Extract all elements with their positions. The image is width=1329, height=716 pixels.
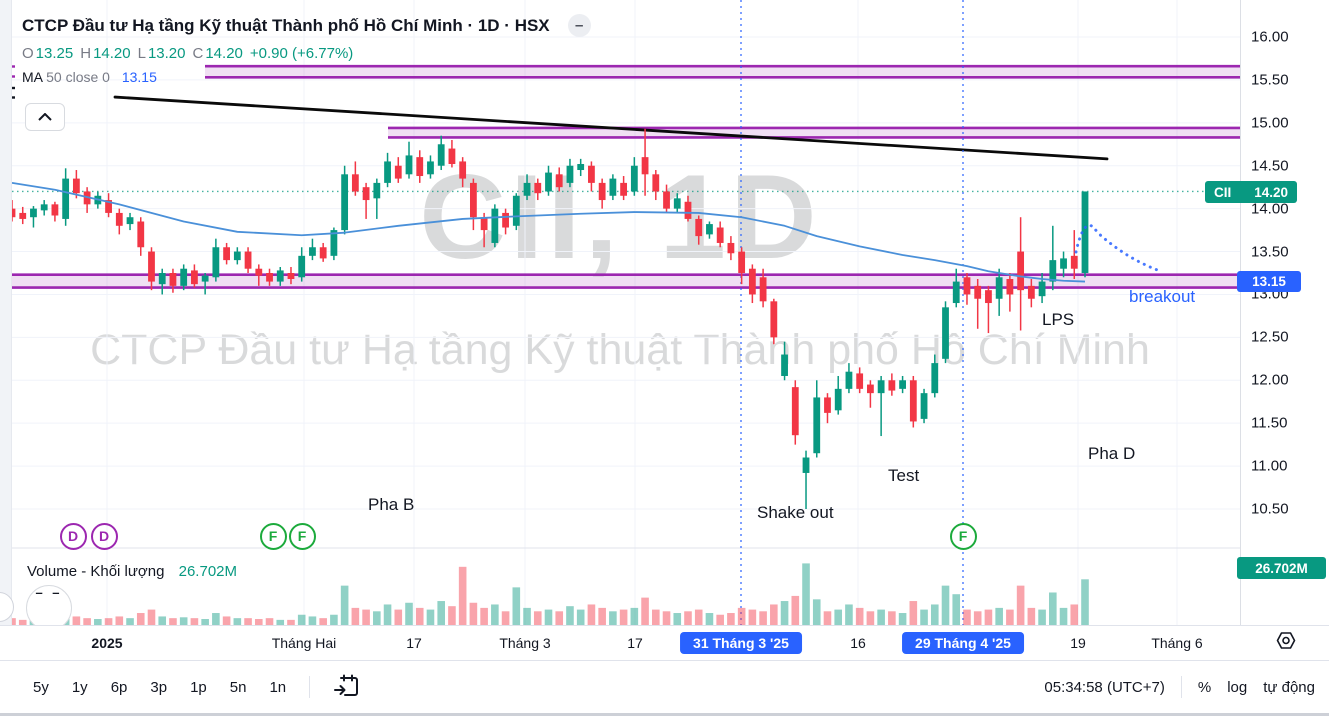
- trendline[interactable]: [113, 95, 1109, 161]
- price-axis-label: 11.00: [1251, 457, 1288, 475]
- collapse-pane-button[interactable]: [25, 103, 65, 131]
- annotation-pha-b[interactable]: Pha B: [368, 495, 415, 514]
- time-axis-date-badge: 31 Tháng 3 '25: [680, 632, 802, 654]
- auto-scale-button[interactable]: tự động: [1263, 678, 1315, 696]
- time-axis-label: 17: [406, 635, 422, 651]
- price-axis-label: 11.50: [1251, 414, 1288, 432]
- event-marker-f[interactable]: F: [949, 522, 977, 550]
- volume-badge: 26.702M: [1237, 557, 1326, 579]
- time-axis-label: Tháng 3: [499, 635, 551, 651]
- annotation-lps[interactable]: LPS: [1042, 310, 1075, 329]
- price-axis[interactable]: 16.00 15.50 15.00 14.50 14.00 13.50 13.00 12.50…: [1240, 0, 1329, 625]
- low-value: 13.20: [147, 45, 186, 62]
- event-marker-d[interactable]: D: [90, 522, 118, 550]
- volume-indicator-row[interactable]: Volume - Khối lượng 26.702M: [27, 563, 237, 580]
- range-button-1y[interactable]: 1y: [71, 678, 88, 696]
- event-marker-f[interactable]: F: [259, 522, 287, 550]
- ma-params: 50 close 0: [46, 69, 110, 85]
- ma-level-badge-value: 13.15: [1252, 274, 1286, 289]
- ma50-line[interactable]: [11, 182, 1086, 283]
- price-axis-label: 13.50: [1251, 243, 1289, 261]
- last-price-badge-symbol: CII: [1214, 184, 1232, 200]
- time-axis-label: 17: [627, 635, 643, 651]
- ma-label: MA: [22, 69, 43, 85]
- annotation-test[interactable]: Test: [888, 466, 920, 485]
- projection-arrow[interactable]: [1074, 223, 1162, 273]
- last-price-badge: CII 14.20: [1205, 181, 1297, 203]
- price-chart-canvas[interactable]: [0, 0, 1329, 660]
- time-axis-label: 19: [1070, 635, 1086, 651]
- price-axis-label: 12.50: [1251, 328, 1289, 346]
- last-price-badge-value: 14.20: [1254, 184, 1288, 200]
- price-axis-label: 14.50: [1251, 157, 1289, 175]
- ma-value: 13.15: [121, 69, 157, 85]
- calendar-go-to-date-icon[interactable]: [333, 674, 361, 700]
- high-value: 14.20: [93, 45, 131, 62]
- chart-legend: CTCP Đầu tư Hạ tầng Kỹ thuật Thành phố H…: [22, 14, 591, 85]
- bottom-toolbar: 5y 1y 6p 3p 1p 5n 1n 05:34:58 (UTC+7) % log tự…: [0, 660, 1329, 716]
- volume-label: Volume - Khối lượng: [27, 563, 165, 580]
- close-label: C: [192, 45, 204, 62]
- symbol-title-row[interactable]: CTCP Đầu tư Hạ tầng Kỹ thuật Thành phố H…: [22, 14, 591, 37]
- time-axis[interactable]: 2025 Tháng Hai 17 Tháng 3 17 31 Tháng 3 '25 16…: [0, 625, 1329, 660]
- range-buttons-group: 5y 1y 6p 3p 1p 5n 1n: [33, 674, 361, 700]
- price-axis-label: 14.00: [1251, 200, 1289, 218]
- volume-value: 26.702M: [178, 563, 237, 580]
- ohlc-row: O 13.25 H 14.20 L 13.20 C 14.20 +0.90 (+6.77%): [22, 45, 591, 62]
- toolbar-divider: [1180, 676, 1182, 698]
- range-button-5n[interactable]: 5n: [229, 678, 247, 696]
- annotation-breakout[interactable]: breakout: [1129, 287, 1196, 306]
- toolbar-right-group: 05:34:58 (UTC+7) % log tự động: [1044, 676, 1315, 698]
- candles: [8, 128, 1089, 509]
- event-marker-f[interactable]: F: [288, 522, 316, 550]
- log-scale-button[interactable]: log: [1227, 678, 1248, 696]
- price-axis-label: 10.50: [1251, 500, 1289, 518]
- hide-legend-dashes: – –: [35, 585, 63, 600]
- clock-label[interactable]: 05:34:58 (UTC+7): [1044, 678, 1165, 696]
- volume-badge-value: 26.702M: [1255, 560, 1308, 576]
- low-label: L: [137, 45, 146, 62]
- annotation-pha-d[interactable]: Pha D: [1088, 444, 1136, 463]
- event-marker-d[interactable]: D: [59, 522, 87, 550]
- range-button-1n[interactable]: 1n: [269, 678, 287, 696]
- event-date-lines[interactable]: [740, 0, 964, 625]
- price-axis-label: 16.00: [1251, 28, 1289, 46]
- price-axis-label: 15.00: [1251, 114, 1289, 132]
- percent-scale-button[interactable]: %: [1197, 678, 1212, 696]
- range-button-5y[interactable]: 5y: [33, 678, 49, 696]
- range-button-6p[interactable]: 6p: [110, 678, 128, 696]
- open-value: 13.25: [35, 45, 74, 62]
- chevron-up-icon: [38, 113, 52, 121]
- change-value: +0.90 (+6.77%): [249, 45, 354, 62]
- time-axis-label: Tháng 6: [1151, 635, 1203, 651]
- time-axis-date-badge: 29 Tháng 4 '25: [902, 632, 1024, 654]
- toolbar-divider: [309, 676, 311, 698]
- annotation-shake-out[interactable]: Shake out: [757, 503, 834, 522]
- company-watermark: CTCP Đầu tư Hạ tầng Kỹ thuật Thành phố H…: [90, 326, 1150, 374]
- collapse-legend-button[interactable]: –: [567, 14, 591, 37]
- open-label: O: [22, 45, 34, 62]
- price-axis-label: 15.50: [1251, 71, 1289, 89]
- range-button-1p[interactable]: 1p: [190, 678, 207, 696]
- volume-bars: [8, 563, 1089, 625]
- range-button-3p[interactable]: 3p: [150, 678, 168, 696]
- price-axis-label: 12.00: [1251, 371, 1289, 389]
- close-value: 14.20: [205, 45, 243, 62]
- hexagon-circle-icon[interactable]: [1275, 630, 1297, 657]
- grid-lines: [0, 0, 1329, 625]
- time-axis-label: Tháng Hai: [271, 635, 337, 651]
- supply-zones[interactable]: [0, 64, 1240, 289]
- ma-indicator-row[interactable]: MA 50 close 0 13.15: [22, 69, 591, 85]
- ma-level-badge: 13.15: [1237, 271, 1301, 292]
- left-scale-strip: [0, 0, 12, 625]
- high-label: H: [80, 45, 92, 62]
- time-axis-label: 2025: [91, 635, 123, 651]
- time-axis-label: 16: [850, 635, 866, 651]
- symbol-title: CTCP Đầu tư Hạ tầng Kỹ thuật Thành phố H…: [22, 15, 550, 35]
